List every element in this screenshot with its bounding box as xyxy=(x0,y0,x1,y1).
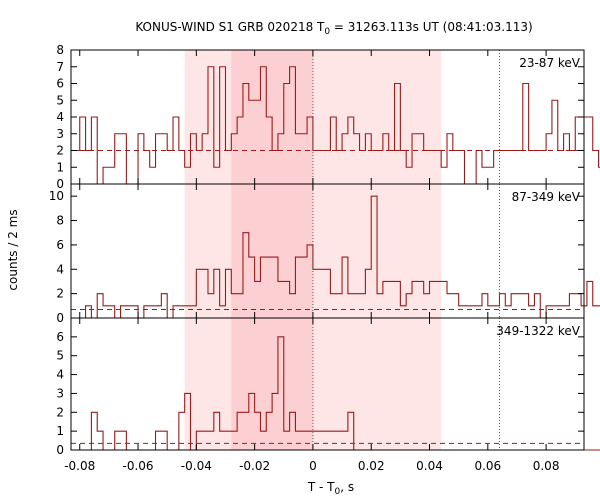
y-tick-label: 0 xyxy=(56,311,64,325)
shaded-interval-2 xyxy=(231,318,313,450)
x-tick-labels: -0.08 -0.06 -0.04 -0.02 0 0.02 0.04 0.06 0.08 xyxy=(64,459,559,473)
y-tick-label: 0 xyxy=(56,443,64,457)
x-tick-label: 0.08 xyxy=(533,459,560,473)
x-tick-label: -0.02 xyxy=(239,459,270,473)
y-tick-label: 1 xyxy=(56,160,64,174)
histogram-line xyxy=(73,66,600,185)
y-tick-label: 4 xyxy=(56,368,64,382)
y-tick-label: 6 xyxy=(56,77,64,91)
y-tick-label: 4 xyxy=(56,262,64,276)
y-tick-label: 1 xyxy=(56,424,64,438)
x-tick-label: 0.06 xyxy=(474,459,501,473)
y-tick-label: 7 xyxy=(56,60,64,74)
shaded-interval-2 xyxy=(231,184,313,318)
y-tick-label: 6 xyxy=(56,330,64,344)
y-tick-label: 3 xyxy=(56,127,64,141)
y-tick-label: 2 xyxy=(56,287,64,301)
x-axis-title: T - T0, s xyxy=(307,480,354,497)
x-tick-label: 0.04 xyxy=(416,459,443,473)
x-tick-label: -0.06 xyxy=(123,459,154,473)
panel-1: 0 1 2 3 4 5 6 7 8 23-87 keV xyxy=(56,43,600,191)
x-tick-label: 0 xyxy=(309,459,317,473)
y-tick-label: 10 xyxy=(49,189,64,203)
energy-band-label: 87-349 keV xyxy=(512,190,581,204)
chart-title: KONUS-WIND S1 GRB 020218 T0 = 31263.113s… xyxy=(135,20,532,37)
panel-2: 0 2 4 6 8 10 87-349 keV xyxy=(49,183,600,325)
x-tick-label: -0.04 xyxy=(181,459,212,473)
y-axis-title: counts / 2 ms xyxy=(6,209,20,290)
y-tick-label: 5 xyxy=(56,349,64,363)
y-tick-label: 2 xyxy=(56,405,64,419)
y-tick-label: 6 xyxy=(56,238,64,252)
y-tick-label: 8 xyxy=(56,43,64,57)
y-tick-label: 2 xyxy=(56,144,64,158)
panel-frame xyxy=(70,317,585,451)
energy-band-label: 349-1322 keV xyxy=(496,324,580,338)
panel-3: 0 1 2 3 4 5 6 349-1322 keV xyxy=(56,317,600,457)
y-tick-label: 5 xyxy=(56,93,64,107)
y-tick-label: 3 xyxy=(56,386,64,400)
energy-band-label: 23-87 keV xyxy=(519,56,581,70)
y-tick-label: 4 xyxy=(56,110,64,124)
x-tick-label: -0.08 xyxy=(64,459,95,473)
histogram-line xyxy=(73,195,600,319)
y-tick-label: 8 xyxy=(56,214,64,228)
y-tick-label: 0 xyxy=(56,177,64,191)
x-tick-label: 0.02 xyxy=(358,459,385,473)
